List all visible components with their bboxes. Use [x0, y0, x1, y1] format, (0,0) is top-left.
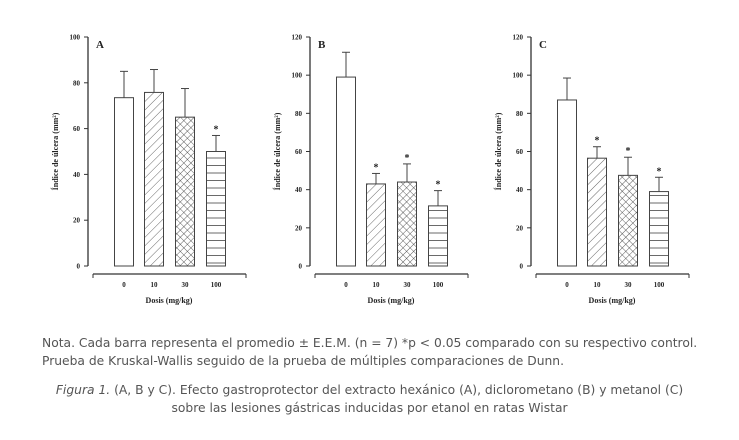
x-tick-label: 10 — [594, 281, 602, 289]
significance-marker: * — [595, 136, 600, 147]
bar — [649, 191, 669, 267]
bar — [557, 99, 577, 267]
bar — [366, 183, 386, 267]
bar — [428, 205, 448, 267]
figure-caption: Figura 1. (A, B y C). Efecto gastroprote… — [0, 381, 739, 417]
y-tick-label: 20 — [73, 217, 81, 225]
y-tick-label: 120 — [513, 34, 524, 42]
y-tick-label: 60 — [516, 148, 524, 156]
x-axis-title: Dosis (mg/kg) — [368, 296, 415, 305]
x-tick-label: 100 — [211, 281, 222, 289]
x-tick-label: 10 — [151, 281, 159, 289]
x-axis-title: Dosis (mg/kg) — [589, 296, 636, 305]
y-tick-label: 0 — [77, 263, 81, 271]
y-tick-label: 100 — [292, 72, 303, 80]
y-tick-label: 40 — [73, 171, 81, 179]
x-tick-label: 0 — [565, 281, 569, 289]
x-tick-label: 30 — [404, 281, 412, 289]
y-tick-label: 100 — [70, 34, 81, 42]
caption-line-1: (A, B y C). Efecto gastroprotector del e… — [110, 383, 684, 397]
y-tick-label: 120 — [292, 34, 303, 42]
y-tick-label: 60 — [73, 125, 81, 133]
significance-marker: * — [626, 146, 631, 157]
y-tick-label: 60 — [295, 148, 303, 156]
x-tick-label: 100 — [654, 281, 665, 289]
y-tick-label: 80 — [516, 110, 524, 118]
y-axis-title: Índice de úlcera (mm²) — [272, 112, 282, 190]
panel-label: B — [318, 39, 326, 51]
bar — [336, 76, 356, 267]
y-axis-title: Índice de úlcera (mm²) — [493, 112, 503, 190]
x-tick-label: 10 — [373, 281, 381, 289]
panel-label: C — [539, 39, 547, 51]
bar — [397, 181, 417, 267]
bar — [144, 91, 164, 267]
bar — [175, 116, 195, 267]
y-tick-label: 20 — [295, 224, 303, 232]
y-tick-label: 40 — [295, 186, 303, 194]
significance-marker: * — [405, 153, 410, 164]
caption-label: Figura 1. — [55, 383, 111, 397]
bar — [206, 151, 226, 267]
note-line-2: Prueba de Kruskal-Wallis seguido de la p… — [42, 354, 564, 368]
y-tick-label: 80 — [295, 110, 303, 118]
x-axis-title: Dosis (mg/kg) — [146, 296, 193, 305]
y-tick-label: 40 — [516, 186, 524, 194]
y-tick-label: 80 — [73, 79, 81, 87]
x-tick-label: 100 — [433, 281, 444, 289]
x-tick-label: 0 — [122, 281, 126, 289]
y-axis-title: Índice de úlcera (mm²) — [50, 112, 60, 190]
y-tick-label: 0 — [520, 263, 524, 271]
y-tick-label: 0 — [299, 263, 303, 271]
significance-marker: * — [374, 162, 379, 173]
x-tick-label: 0 — [344, 281, 348, 289]
y-tick-label: 20 — [516, 224, 524, 232]
bar — [114, 97, 134, 267]
significance-marker: * — [214, 124, 219, 135]
x-tick-label: 30 — [625, 281, 633, 289]
significance-marker: * — [657, 166, 662, 177]
figure-note: Nota. Cada barra representa el promedio … — [42, 334, 697, 370]
y-tick-label: 100 — [513, 72, 524, 80]
bar — [618, 174, 638, 267]
bar — [587, 157, 607, 267]
panel-label: A — [96, 39, 104, 51]
note-line-1: Nota. Cada barra representa el promedio … — [42, 336, 698, 350]
x-tick-label: 30 — [182, 281, 190, 289]
significance-marker: * — [436, 180, 441, 191]
caption-line-2: sobre las lesiones gástricas inducidas p… — [171, 401, 568, 415]
